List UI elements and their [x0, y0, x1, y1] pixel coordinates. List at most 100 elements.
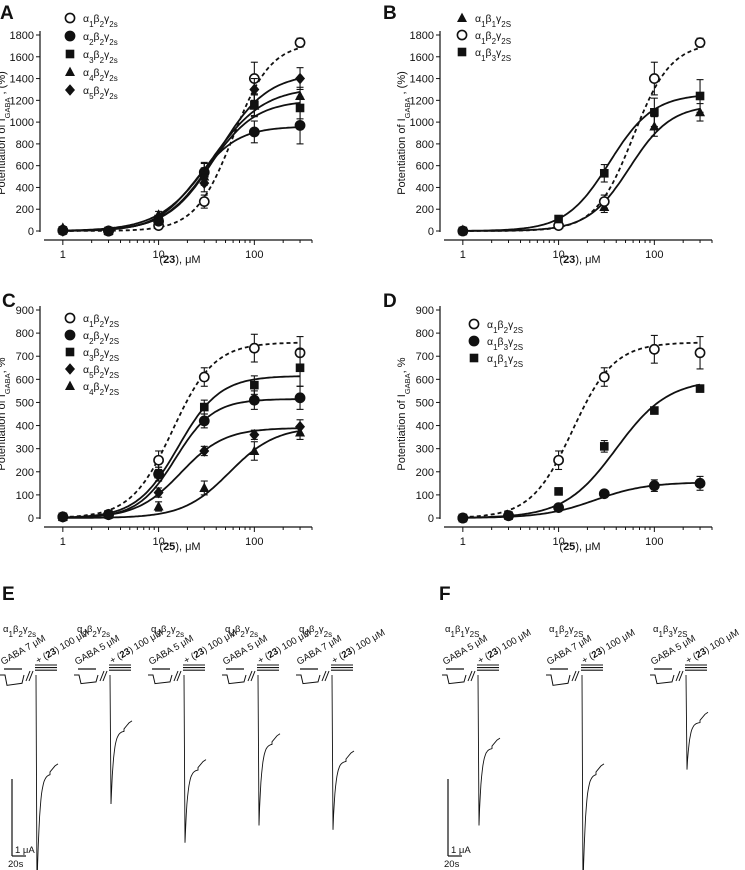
fit-curve	[62, 47, 301, 232]
y-tick-label: 1200	[410, 95, 434, 107]
data-point	[694, 37, 706, 49]
data-point	[199, 402, 209, 412]
fit-curve	[62, 398, 301, 519]
data-point	[103, 225, 114, 237]
data-point	[249, 429, 260, 441]
potentiated-current-trace	[257, 674, 281, 826]
break-mark	[250, 670, 256, 682]
legend-label: α5β2γ2s	[83, 85, 118, 101]
y-axis-label: Potentiation of IGABA, %	[396, 357, 412, 470]
y-tick-label: 1600	[410, 52, 434, 64]
legend-label: α4β2γ2S	[83, 381, 119, 397]
break-mark	[321, 670, 327, 682]
y-tick-label: 200	[16, 467, 34, 479]
y-tick-label: 400	[416, 182, 434, 194]
panel-letter-e: E	[2, 584, 15, 605]
legend-label: α1β2γ2s	[83, 13, 118, 29]
fit-curve	[62, 77, 301, 232]
data-point	[648, 343, 660, 355]
time-scale-label: 20s	[444, 859, 460, 870]
panel-letter-c: C	[2, 291, 16, 312]
drug-application-label: + (23) 100 μM	[330, 627, 387, 666]
drug-application-label: + (23) 100 μM	[684, 627, 741, 666]
x-tick-label: 1	[60, 249, 66, 261]
potentiated-current-trace	[109, 674, 133, 805]
data-point	[554, 214, 563, 224]
fit-curve	[62, 126, 301, 232]
x-tick-label: 100	[245, 536, 263, 548]
data-point	[294, 119, 306, 131]
data-point	[57, 511, 68, 521]
y-tick-label: 100	[16, 490, 34, 502]
y-tick-label: 200	[416, 204, 434, 216]
data-point	[199, 482, 210, 492]
data-point	[250, 380, 259, 390]
trace-receptor-label: α1β2γ2s	[3, 624, 36, 639]
potentiated-current-trace	[685, 674, 709, 770]
gaba-current-trace	[222, 674, 247, 685]
y-tick-label: 1800	[10, 30, 34, 42]
potentiated-current-trace	[35, 674, 59, 870]
gaba-current-trace	[296, 674, 321, 685]
data-point	[295, 90, 306, 100]
legend-label: α1β2γ2S	[83, 313, 119, 329]
legend-marker	[457, 12, 467, 22]
x-axis-label: (23), μM	[559, 254, 600, 266]
legend-label: α1β3γ2S	[475, 47, 511, 63]
data-point	[153, 214, 164, 226]
break-mark	[678, 670, 684, 682]
x-tick-label: 1	[460, 249, 466, 261]
fit-curve	[62, 341, 301, 518]
x-tick-label: 10	[552, 536, 564, 548]
data-point	[295, 363, 305, 373]
break-mark	[470, 670, 476, 682]
legend-marker	[469, 353, 479, 363]
chart-panel-a: 0 200 400 600 800 1000 1200 1400 1600 1800 1 10 100 (…	[0, 12, 313, 266]
break-mark	[28, 670, 34, 682]
data-point	[295, 72, 306, 85]
data-point	[249, 445, 260, 455]
legend-label: α1β2γ2S	[475, 30, 511, 46]
data-point	[198, 196, 210, 207]
data-point	[598, 196, 610, 207]
legend-label: α2β2γ2S	[83, 330, 119, 346]
fit-curve	[62, 427, 300, 519]
panel-letter-b: B	[383, 3, 397, 24]
y-tick-label: 400	[16, 182, 34, 194]
data-point	[198, 371, 210, 383]
data-point	[650, 108, 659, 117]
data-point	[694, 347, 706, 359]
x-tick-label: 10	[152, 249, 164, 261]
trace-receptor-label: α5β2γ2s	[299, 624, 332, 639]
data-point	[694, 477, 706, 489]
x-axis-label: (25), μM	[559, 541, 600, 553]
y-tick-label: 1200	[10, 95, 34, 107]
panel-letter-a: A	[0, 3, 14, 24]
y-tick-label: 700	[16, 351, 34, 363]
break-mark	[675, 670, 681, 682]
y-tick-label: 800	[416, 139, 434, 151]
potentiated-current-trace	[581, 674, 605, 870]
data-point	[153, 454, 164, 466]
time-scale-label: 20s	[8, 859, 24, 870]
y-tick-label: 1000	[410, 117, 434, 129]
x-tick-label: 100	[245, 249, 263, 261]
potentiated-current-trace	[477, 674, 501, 826]
break-mark	[324, 670, 330, 682]
x-tick-label: 1	[460, 536, 466, 548]
panel-letter-d: D	[383, 291, 397, 312]
trace-receptor-label: α1β1γ2S	[445, 624, 479, 639]
y-tick-label: 200	[16, 204, 34, 216]
x-tick-label: 100	[645, 249, 663, 261]
data-point	[248, 394, 260, 406]
data-point	[598, 371, 610, 383]
drug-application-label: + (23) 100 μM	[476, 627, 533, 666]
y-tick-label: 1800	[410, 30, 434, 42]
data-point	[599, 168, 609, 178]
drug-application-label: + (23) 100 μM	[580, 627, 637, 666]
break-mark	[571, 670, 577, 682]
break-mark	[247, 670, 253, 682]
current-scale-label: 1 μA	[15, 845, 35, 856]
gaba-current-trace	[546, 674, 571, 686]
